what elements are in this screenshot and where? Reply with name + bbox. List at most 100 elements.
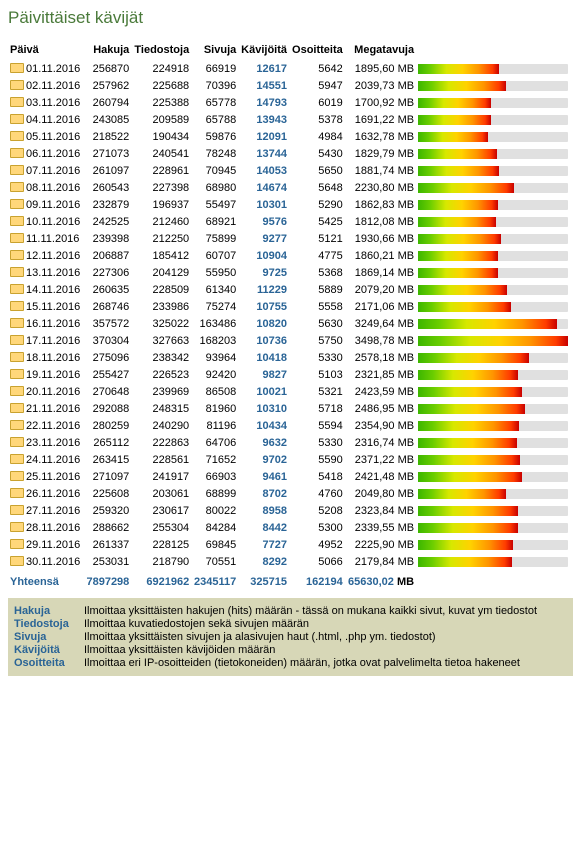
cell-pages: 66919: [191, 60, 238, 77]
folder-icon: [10, 453, 22, 463]
folder-icon: [10, 419, 22, 429]
folder-icon: [10, 351, 22, 361]
cell-files: 228961: [131, 162, 191, 179]
cell-hits: 242525: [84, 213, 132, 230]
table-row: 23.11.201626511222286364706963253302316,…: [8, 434, 573, 451]
cell-addresses: 5300: [289, 519, 345, 536]
table-row: 24.11.201626341522856171652970255902371,…: [8, 451, 573, 468]
cell-hits: 261337: [84, 536, 132, 553]
cell-hits: 263415: [84, 451, 132, 468]
table-row: 26.11.201622560820306168899870247602049,…: [8, 485, 573, 502]
table-row: 18.11.2016275096238342939641041853302578…: [8, 349, 573, 366]
col-visitors: Kävijöitä: [238, 40, 289, 60]
cell-addresses: 5330: [289, 434, 345, 451]
table-row: 29.11.201626133722812569845772749522225,…: [8, 536, 573, 553]
cell-mb: 2323,84 MB: [345, 502, 416, 519]
cell-visitors: 10755: [238, 298, 289, 315]
cell-addresses: 5650: [289, 162, 345, 179]
table-row: 27.11.201625932023061780022895852082323,…: [8, 502, 573, 519]
cell-day: 22.11.2016: [8, 417, 84, 434]
cell-addresses: 5630: [289, 315, 345, 332]
cell-hits: 271097: [84, 468, 132, 485]
col-bar: [416, 40, 573, 60]
cell-addresses: 5066: [289, 553, 345, 570]
cell-bar: [416, 400, 573, 417]
cell-hits: 225608: [84, 485, 132, 502]
cell-pages: 86508: [191, 383, 238, 400]
cell-addresses: 5590: [289, 451, 345, 468]
daily-stats-table: Päivä Hakuja Tiedostoja Sivuja Kävijöitä…: [8, 40, 573, 590]
totals-row: Yhteensä 7897298 6921962 2345117 325715 …: [8, 570, 573, 590]
cell-day: 18.11.2016: [8, 349, 84, 366]
cell-files: 228561: [131, 451, 191, 468]
table-row: 16.11.2016357572325022163486108205630324…: [8, 315, 573, 332]
cell-day: 11.11.2016: [8, 230, 84, 247]
cell-day: 20.11.2016: [8, 383, 84, 400]
folder-icon: [10, 62, 22, 72]
table-row: 06.11.2016271073240541782481374454301829…: [8, 145, 573, 162]
cell-visitors: 12617: [238, 60, 289, 77]
usage-bar: [418, 268, 568, 278]
table-row: 25.11.201627109724191766903946154182421,…: [8, 468, 573, 485]
folder-icon: [10, 198, 22, 208]
folder-icon: [10, 79, 22, 89]
cell-bar: [416, 417, 573, 434]
cell-hits: 280259: [84, 417, 132, 434]
cell-pages: 84284: [191, 519, 238, 536]
cell-day: 03.11.2016: [8, 94, 84, 111]
folder-icon: [10, 317, 22, 327]
cell-visitors: 13943: [238, 111, 289, 128]
folder-icon: [10, 402, 22, 412]
table-row: 11.11.201623939821225075899927751211930,…: [8, 230, 573, 247]
table-row: 09.11.2016232879196937554971030152901862…: [8, 196, 573, 213]
cell-day: 09.11.2016: [8, 196, 84, 213]
cell-visitors: 10301: [238, 196, 289, 213]
cell-addresses: 5368: [289, 264, 345, 281]
cell-visitors: 14674: [238, 179, 289, 196]
usage-bar: [418, 336, 568, 346]
folder-icon: [10, 249, 22, 259]
cell-bar: [416, 553, 573, 570]
folder-icon: [10, 521, 22, 531]
cell-files: 240290: [131, 417, 191, 434]
cell-hits: 255427: [84, 366, 132, 383]
cell-day: 28.11.2016: [8, 519, 84, 536]
cell-addresses: 4775: [289, 247, 345, 264]
cell-mb: 1812,08 MB: [345, 213, 416, 230]
usage-bar: [418, 217, 568, 227]
cell-day: 06.11.2016: [8, 145, 84, 162]
cell-mb: 2171,06 MB: [345, 298, 416, 315]
folder-icon: [10, 215, 22, 225]
cell-hits: 243085: [84, 111, 132, 128]
legend-row: HakujaIlmoittaa yksittäisten hakujen (hi…: [14, 605, 567, 617]
cell-visitors: 13744: [238, 145, 289, 162]
usage-bar: [418, 285, 568, 295]
usage-bar: [418, 455, 568, 465]
cell-visitors: 14551: [238, 77, 289, 94]
cell-day: 08.11.2016: [8, 179, 84, 196]
cell-visitors: 14053: [238, 162, 289, 179]
totals-files: 6921962: [131, 570, 191, 590]
cell-files: 228125: [131, 536, 191, 553]
usage-bar: [418, 557, 568, 567]
cell-mb: 2225,90 MB: [345, 536, 416, 553]
folder-icon: [10, 555, 22, 565]
cell-bar: [416, 485, 573, 502]
table-row: 17.11.2016370304327663168203107365750349…: [8, 332, 573, 349]
col-addresses: Osoitteita: [289, 40, 345, 60]
cell-day: 01.11.2016: [8, 60, 84, 77]
totals-mb: 65630,02 MB: [345, 570, 416, 590]
cell-files: 255304: [131, 519, 191, 536]
cell-day: 05.11.2016: [8, 128, 84, 145]
cell-pages: 69845: [191, 536, 238, 553]
cell-hits: 270648: [84, 383, 132, 400]
cell-bar: [416, 94, 573, 111]
cell-addresses: 5121: [289, 230, 345, 247]
usage-bar: [418, 98, 568, 108]
table-row: 02.11.2016257962225688703961455159472039…: [8, 77, 573, 94]
cell-visitors: 14793: [238, 94, 289, 111]
folder-icon: [10, 283, 22, 293]
cell-visitors: 10904: [238, 247, 289, 264]
cell-addresses: 5718: [289, 400, 345, 417]
cell-files: 209589: [131, 111, 191, 128]
